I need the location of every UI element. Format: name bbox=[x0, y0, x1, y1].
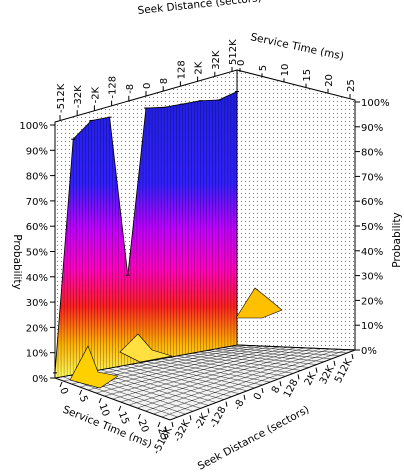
bottom-service-tick-label: 10 bbox=[96, 402, 111, 418]
left-probability-tick-label: 20% bbox=[26, 323, 48, 334]
left-probability-title: Probability bbox=[11, 234, 23, 290]
right-probability-tick-label: 70% bbox=[361, 172, 383, 183]
top-seek-tick-label: 512K bbox=[228, 39, 239, 65]
top-service-tick-label: 20 bbox=[324, 74, 335, 87]
left-probability-tick-label: 50% bbox=[26, 248, 48, 259]
left-probability-tick-label: 100% bbox=[19, 121, 48, 132]
left-probability-tick-label: 80% bbox=[26, 172, 48, 183]
right-probability-tick-label: 40% bbox=[361, 247, 383, 258]
bottom-seek-tick bbox=[207, 408, 210, 414]
left-probability-tick-label: 90% bbox=[26, 146, 48, 157]
peak-near-0 bbox=[69, 345, 119, 389]
top-seek-title: Seek Distance (sectors) bbox=[137, 0, 262, 17]
right-probability-tick-label: 90% bbox=[361, 123, 383, 134]
floor-grid-line bbox=[96, 346, 280, 394]
bottom-service-tick bbox=[79, 389, 83, 396]
floor-grid-line bbox=[112, 347, 297, 400]
top-service-ticks: 0 5 10 15 20 25 bbox=[236, 60, 357, 98]
peak-far bbox=[235, 287, 283, 319]
right-probability-tick-label: 60% bbox=[361, 197, 383, 208]
floor-grid-line bbox=[104, 346, 288, 397]
right-probability-tick-label: 30% bbox=[361, 272, 383, 283]
bottom-seek-tick bbox=[333, 360, 336, 366]
top-seek-tick-label: 128 bbox=[176, 60, 187, 79]
top-service-tick-label: 5 bbox=[258, 65, 269, 71]
bottom-seek-tick-label: -32K bbox=[172, 418, 193, 444]
top-seek-tick-label: -512K bbox=[56, 83, 67, 113]
bottom-seek-tick-label: 2K bbox=[303, 370, 319, 387]
bottom-seek-tick-label: -512K bbox=[151, 425, 175, 456]
bottom-service-tick-label: 0 bbox=[57, 386, 70, 396]
top-seek-tick-label: -8 bbox=[125, 84, 136, 94]
floor-grid-line bbox=[137, 348, 322, 409]
floor-grid-line bbox=[145, 348, 330, 412]
bottom-seek-tick bbox=[351, 353, 354, 360]
bottom-service-tick bbox=[98, 397, 102, 404]
bottom-seek-tick-label: 8 bbox=[270, 384, 283, 395]
bottom-service-tick-label: 25 bbox=[155, 426, 170, 442]
top-service-tick-label: 0 bbox=[236, 60, 247, 66]
bottom-service-tick bbox=[137, 413, 141, 420]
right-probability-ticks: 0% 10% 20% 30% 40% 50% 60% 70% 80% 90% 100% bbox=[355, 98, 390, 357]
left-probability-tick-label: 30% bbox=[26, 298, 48, 309]
bottom-seek-tick bbox=[261, 387, 264, 394]
top-service-title: Service Time (ms) bbox=[249, 31, 344, 63]
right-probability-tick-label: 50% bbox=[361, 222, 383, 233]
floor-grid-line bbox=[161, 349, 347, 418]
left-probability-tick-label: 70% bbox=[26, 197, 48, 208]
top-service-tick-label: 25 bbox=[346, 79, 357, 92]
bottom-seek-tick-label: 0 bbox=[252, 391, 265, 402]
bottom-service-tick bbox=[59, 381, 63, 388]
bottom-seek-tick bbox=[171, 421, 174, 428]
bottom-seek-tick bbox=[225, 401, 228, 407]
right-probability-tick-label: 20% bbox=[361, 296, 383, 307]
bottom-seek-tick-label: -2K bbox=[193, 411, 211, 431]
top-seek-tick-label: -32K bbox=[73, 85, 84, 108]
bottom-seek-tick bbox=[297, 374, 300, 380]
bottom-service-tick-label: 5 bbox=[77, 394, 90, 404]
left-probability-tick-label: 0% bbox=[32, 374, 48, 385]
top-seek-tick-label: -128 bbox=[108, 76, 119, 99]
top-seek-ticks: -512K -32K -2K -128 -8 08 128 2K 32K 512K bbox=[56, 39, 239, 120]
floor-grid-line bbox=[153, 349, 339, 415]
left-probability-tick-label: 60% bbox=[26, 222, 48, 233]
bottom-seek-tick bbox=[279, 381, 282, 387]
bottom-service-tick-label: 15 bbox=[116, 410, 131, 426]
floor-grid-line bbox=[120, 347, 305, 403]
floor-grid-line bbox=[87, 346, 271, 391]
bottom-seek-tick-label: 32K bbox=[318, 364, 337, 387]
bottom-seek-tick-label: -128 bbox=[208, 405, 228, 430]
left-probability-ticks: 0% 10% 20% 30% 40% 50% 60% 70% 80% 90% 100% bbox=[19, 121, 55, 385]
bottom-service-tick bbox=[118, 405, 122, 412]
top-service-tick-label: 15 bbox=[302, 69, 313, 82]
top-seek-tick-label: 8 bbox=[159, 78, 170, 84]
top-seek-tick-label: 0 bbox=[142, 83, 153, 89]
bottom-seek-tick-label: 128 bbox=[282, 378, 301, 400]
right-probability-title: Probability bbox=[391, 212, 403, 268]
bottom-seek-tick-label: -8 bbox=[232, 398, 246, 412]
left-probability-tick-label: 10% bbox=[26, 349, 48, 360]
probability-surface bbox=[53, 90, 239, 379]
top-seek-tick-label: -2K bbox=[90, 86, 101, 103]
top-seek-tick-label: 2K bbox=[194, 61, 205, 74]
peak-near-8 bbox=[119, 333, 173, 363]
bottom-service-tick-label: 20 bbox=[136, 418, 151, 434]
right-probability-tick-label: 0% bbox=[361, 346, 377, 357]
right-probability-tick-label: 10% bbox=[361, 321, 383, 332]
top-seek-tick-label: 32K bbox=[211, 50, 222, 70]
right-probability-tick-label: 80% bbox=[361, 148, 383, 159]
bottom-seek-tick bbox=[189, 415, 192, 421]
left-probability-tick-label: 40% bbox=[26, 273, 48, 284]
bottom-seek-tick-label: 512K bbox=[333, 357, 355, 385]
bottom-seek-tick bbox=[243, 394, 246, 400]
top-service-tick-label: 10 bbox=[280, 64, 291, 77]
bottom-seek-tick bbox=[315, 367, 318, 373]
right-probability-tick-label: 100% bbox=[361, 98, 390, 109]
floor-grid-line bbox=[128, 348, 313, 406]
bottom-service-tick bbox=[157, 421, 161, 428]
